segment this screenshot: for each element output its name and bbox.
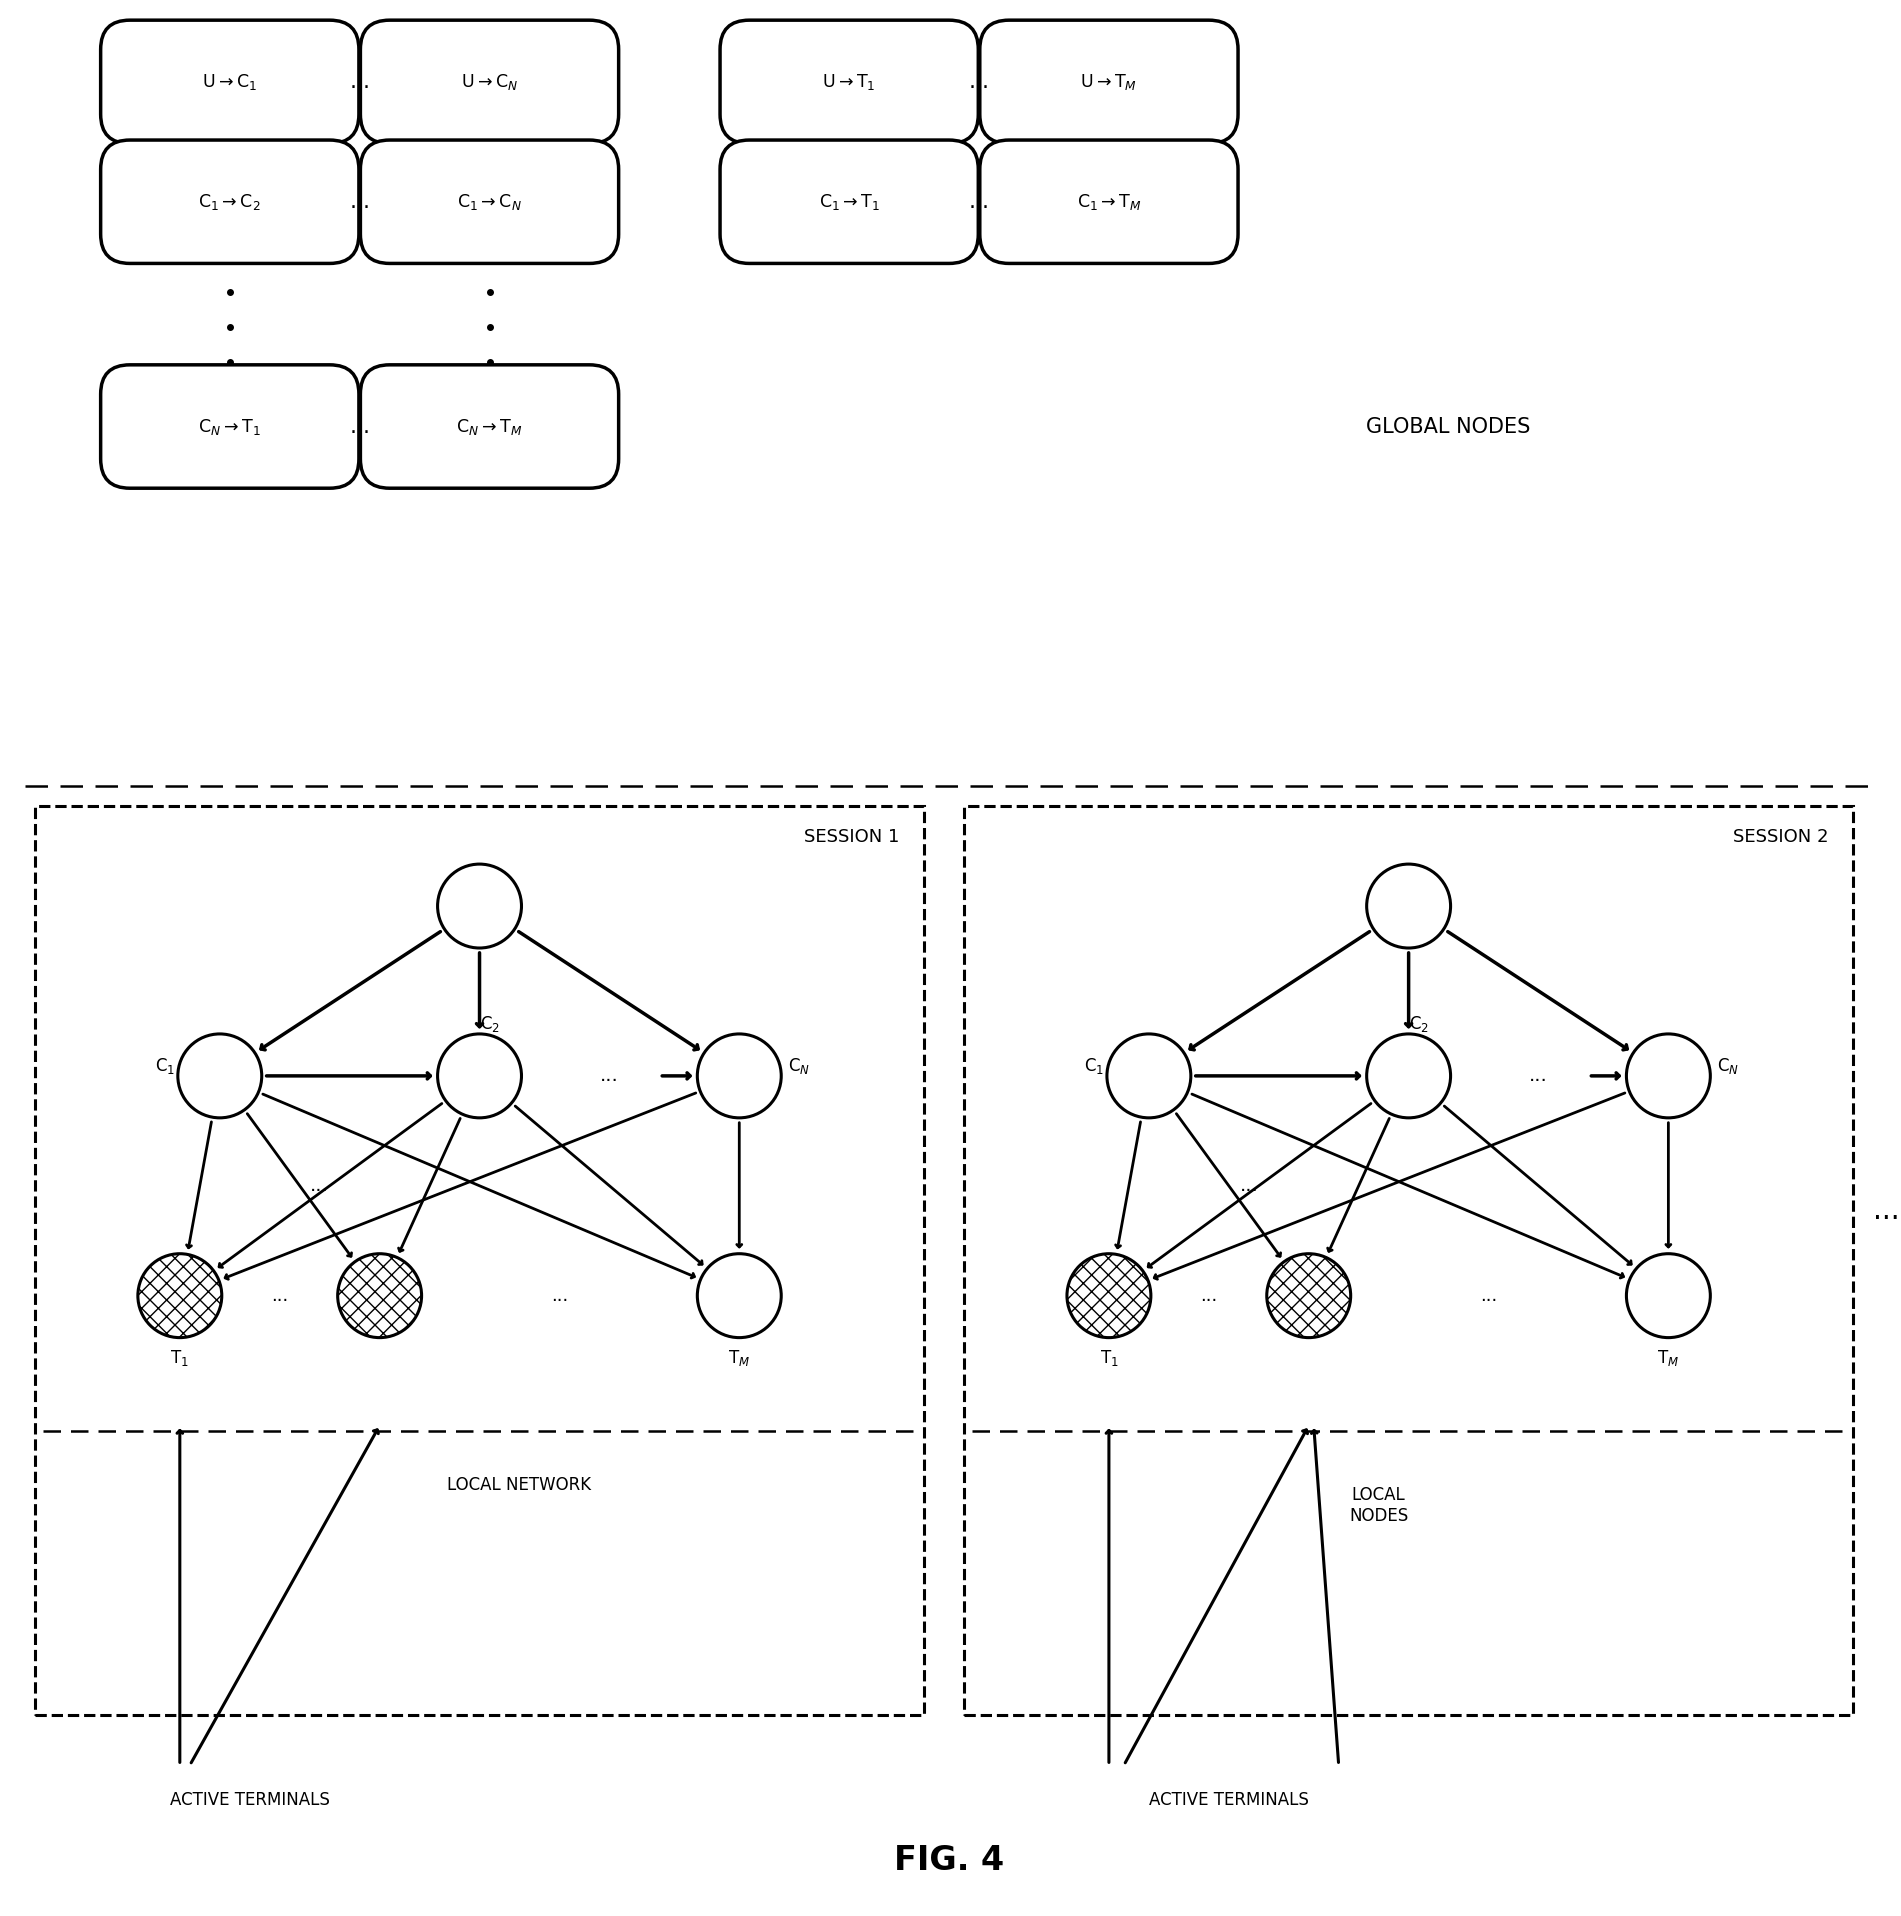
Text: C$_1$$\rightarrow$C$_2$: C$_1$$\rightarrow$C$_2$ [198, 192, 260, 213]
Circle shape [437, 864, 521, 948]
Text: ...: ... [310, 1176, 329, 1196]
Text: C$_N$: C$_N$ [789, 1056, 810, 1077]
Text: C$_1$$\rightarrow$T$_M$: C$_1$$\rightarrow$T$_M$ [1076, 192, 1141, 213]
Text: SESSION 1: SESSION 1 [804, 828, 899, 847]
Text: C$_1$$\rightarrow$T$_1$: C$_1$$\rightarrow$T$_1$ [819, 192, 880, 213]
FancyBboxPatch shape [979, 140, 1238, 262]
FancyBboxPatch shape [979, 21, 1238, 144]
Ellipse shape [1266, 1253, 1352, 1337]
Text: C$_2$: C$_2$ [1409, 1014, 1430, 1035]
Text: ...: ... [1200, 1288, 1217, 1305]
FancyBboxPatch shape [720, 21, 979, 144]
FancyBboxPatch shape [101, 21, 359, 144]
Ellipse shape [338, 1253, 422, 1337]
FancyBboxPatch shape [361, 140, 618, 262]
Text: ...: ... [968, 192, 990, 213]
Text: U$\rightarrow$C$_N$: U$\rightarrow$C$_N$ [460, 73, 519, 92]
Ellipse shape [1066, 1253, 1150, 1337]
Circle shape [1367, 864, 1450, 948]
Text: U$\rightarrow$C$_1$: U$\rightarrow$C$_1$ [202, 73, 257, 92]
Text: T$_M$: T$_M$ [1658, 1347, 1679, 1368]
Circle shape [179, 1035, 262, 1117]
Text: LOCAL
NODES: LOCAL NODES [1350, 1487, 1409, 1525]
Circle shape [437, 1035, 521, 1117]
Circle shape [1627, 1253, 1711, 1337]
FancyBboxPatch shape [101, 364, 359, 489]
FancyBboxPatch shape [720, 140, 979, 262]
Text: ...: ... [1872, 1198, 1899, 1224]
Text: ...: ... [350, 416, 371, 437]
FancyBboxPatch shape [101, 140, 359, 262]
Text: C$_N$: C$_N$ [1717, 1056, 1739, 1077]
Text: U$\rightarrow$T$_1$: U$\rightarrow$T$_1$ [823, 73, 876, 92]
Text: SESSION 2: SESSION 2 [1732, 828, 1829, 847]
Text: ACTIVE TERMINALS: ACTIVE TERMINALS [169, 1791, 329, 1809]
FancyBboxPatch shape [361, 21, 618, 144]
Circle shape [1627, 1035, 1711, 1117]
Text: C$_1$: C$_1$ [1084, 1056, 1104, 1077]
Text: FIG. 4: FIG. 4 [893, 1843, 1004, 1876]
Text: ...: ... [272, 1288, 289, 1305]
Circle shape [698, 1035, 781, 1117]
Text: GLOBAL NODES: GLOBAL NODES [1367, 416, 1530, 437]
Text: ...: ... [1239, 1176, 1258, 1196]
Text: U$\rightarrow$T$_M$: U$\rightarrow$T$_M$ [1080, 73, 1137, 92]
Text: T$_M$: T$_M$ [728, 1347, 751, 1368]
FancyBboxPatch shape [361, 364, 618, 489]
Ellipse shape [139, 1253, 222, 1337]
Text: ...: ... [350, 73, 371, 92]
Circle shape [1367, 1035, 1450, 1117]
Text: T$_1$: T$_1$ [1099, 1347, 1118, 1368]
Text: C$_1$: C$_1$ [154, 1056, 175, 1077]
Text: C$_N$$\rightarrow$T$_M$: C$_N$$\rightarrow$T$_M$ [456, 416, 523, 437]
Text: C$_N$$\rightarrow$T$_1$: C$_N$$\rightarrow$T$_1$ [198, 416, 260, 437]
Text: ...: ... [968, 73, 990, 92]
Circle shape [698, 1253, 781, 1337]
Text: ...: ... [350, 192, 371, 213]
Text: ...: ... [1528, 1067, 1547, 1084]
Text: ACTIVE TERMINALS: ACTIVE TERMINALS [1148, 1791, 1308, 1809]
Text: T$_1$: T$_1$ [171, 1347, 190, 1368]
Circle shape [1106, 1035, 1190, 1117]
Text: LOCAL NETWORK: LOCAL NETWORK [447, 1477, 591, 1494]
Text: ...: ... [551, 1288, 568, 1305]
Text: ...: ... [601, 1067, 620, 1084]
Text: C$_1$$\rightarrow$C$_N$: C$_1$$\rightarrow$C$_N$ [456, 192, 523, 213]
Text: ...: ... [1479, 1288, 1498, 1305]
Text: C$_2$: C$_2$ [479, 1014, 500, 1035]
